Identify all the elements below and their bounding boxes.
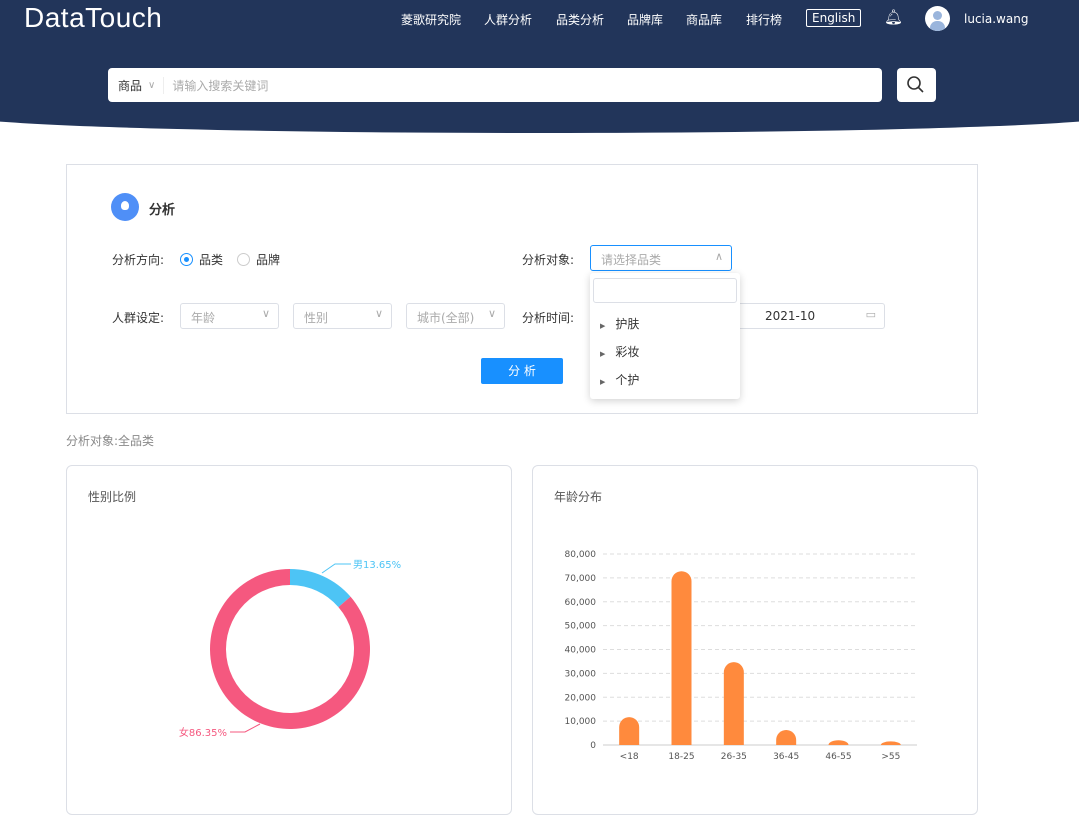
direction-label: 分析方向: xyxy=(112,253,165,267)
lightbulb-icon xyxy=(111,193,139,221)
x-tick-label: 36-45 xyxy=(773,752,799,762)
slice-label-male: 男13.65% xyxy=(353,559,401,571)
target-label: 分析对象: xyxy=(522,253,575,267)
logo[interactable]: DataTouch xyxy=(24,2,163,33)
bar-18-25[interactable] xyxy=(671,571,692,745)
x-tick-label: >55 xyxy=(881,752,900,762)
radio-brand[interactable]: 品牌 xyxy=(237,251,280,268)
bar-<18[interactable] xyxy=(619,717,640,745)
slice-label-female: 女86.35% xyxy=(179,726,227,739)
y-tick-label: 60,000 xyxy=(565,598,597,608)
chevron-down-icon: ∨ xyxy=(374,307,383,320)
label-line-female xyxy=(230,723,261,733)
bar-26-35[interactable] xyxy=(723,662,744,745)
gender-card: 性别比例 男13.65% 女86.35% xyxy=(66,465,512,815)
avatar[interactable] xyxy=(925,6,950,31)
label-line-male xyxy=(321,563,351,574)
nav-item-product[interactable]: 商品库 xyxy=(686,12,723,27)
dropdown-item-skincare[interactable]: ▶ 护肤 xyxy=(600,317,640,331)
y-tick-label: 30,000 xyxy=(565,669,597,679)
y-tick-label: 50,000 xyxy=(565,622,597,632)
x-tick-label: 26-35 xyxy=(721,752,747,762)
age-bar-chart: 0 10,000 20,000 30,000 40,000 50,000 60,000 70,… xyxy=(565,550,917,762)
dropdown-item-personal-care[interactable]: ▶ 个护 xyxy=(600,373,640,387)
nav-item-crowd[interactable]: 人群分析 xyxy=(484,12,533,27)
chevron-down-icon[interactable]: ∨ xyxy=(148,79,156,91)
y-tick-label: 40,000 xyxy=(565,646,597,656)
x-tick-label: 46-55 xyxy=(825,752,851,762)
analysis-panel xyxy=(66,164,978,414)
nav-item-ranking[interactable]: 排行榜 xyxy=(746,12,783,27)
y-tick-label: 20,000 xyxy=(565,693,597,703)
analysis-summary: 分析对象:全品类 xyxy=(66,434,155,448)
nav-item-brand[interactable]: 品牌库 xyxy=(627,12,664,27)
crowd-label: 人群设定: xyxy=(112,311,165,325)
search-scope-select[interactable]: 商品 xyxy=(118,78,143,93)
x-tick-label: <18 xyxy=(620,752,639,762)
x-tick-label: 18-25 xyxy=(668,752,694,762)
target-select[interactable]: 请选择品类 ∧ xyxy=(590,245,732,271)
city-select[interactable]: 城市(全部) ∨ xyxy=(406,303,505,329)
chevron-down-icon: ∨ xyxy=(261,307,270,320)
search-button[interactable] xyxy=(897,68,936,102)
search-input[interactable]: 请输入搜索关键词 xyxy=(163,76,268,94)
category-dropdown: ▶ 护肤 ▶ 彩妆 ▶ 个护 xyxy=(590,273,740,399)
radio-category[interactable]: 品类 xyxy=(180,251,223,268)
y-tick-label: 10,000 xyxy=(565,717,597,727)
header-background xyxy=(0,0,1079,133)
username[interactable]: lucia.wang xyxy=(964,12,1029,26)
bar-36-45[interactable] xyxy=(776,729,797,745)
bar-46-55[interactable] xyxy=(828,740,849,745)
time-label: 分析时间: xyxy=(522,311,575,325)
panel-title: 分析 xyxy=(149,203,176,218)
gender-chart-title: 性别比例 xyxy=(88,490,137,504)
nav-item-research[interactable]: 菱歌研究院 xyxy=(401,12,462,27)
y-tick-label: 80,000 xyxy=(565,550,597,560)
chevron-up-icon: ∧ xyxy=(714,250,723,263)
bell-icon[interactable]: 🔔︎ xyxy=(884,8,904,26)
age-chart-title: 年龄分布 xyxy=(554,490,603,504)
nav-item-category[interactable]: 品类分析 xyxy=(556,12,605,27)
dropdown-item-makeup[interactable]: ▶ 彩妆 xyxy=(600,345,640,359)
age-select[interactable]: 年龄 ∨ xyxy=(180,303,279,329)
calendar-icon: ▭ xyxy=(865,308,876,321)
search-icon xyxy=(907,76,924,93)
dropdown-filter-input[interactable] xyxy=(593,278,737,303)
analyze-button[interactable]: 分 析 xyxy=(481,358,563,384)
chevron-down-icon: ∨ xyxy=(487,307,496,320)
age-card: 年龄分布 0 10,000 20,000 30,000 40,000 50,000 60,0… xyxy=(532,465,978,815)
language-button[interactable]: English xyxy=(806,9,862,27)
gender-select[interactable]: 性别 ∨ xyxy=(293,303,392,329)
y-tick-label: 0 xyxy=(590,741,596,751)
donut-slice-0[interactable] xyxy=(290,569,351,608)
gender-donut-chart: 男13.65% 女86.35% xyxy=(179,559,401,739)
y-tick-label: 70,000 xyxy=(565,574,597,584)
bar->55[interactable] xyxy=(880,741,901,745)
search-bar: 商品 ∨ 请输入搜索关键词 xyxy=(108,68,882,102)
